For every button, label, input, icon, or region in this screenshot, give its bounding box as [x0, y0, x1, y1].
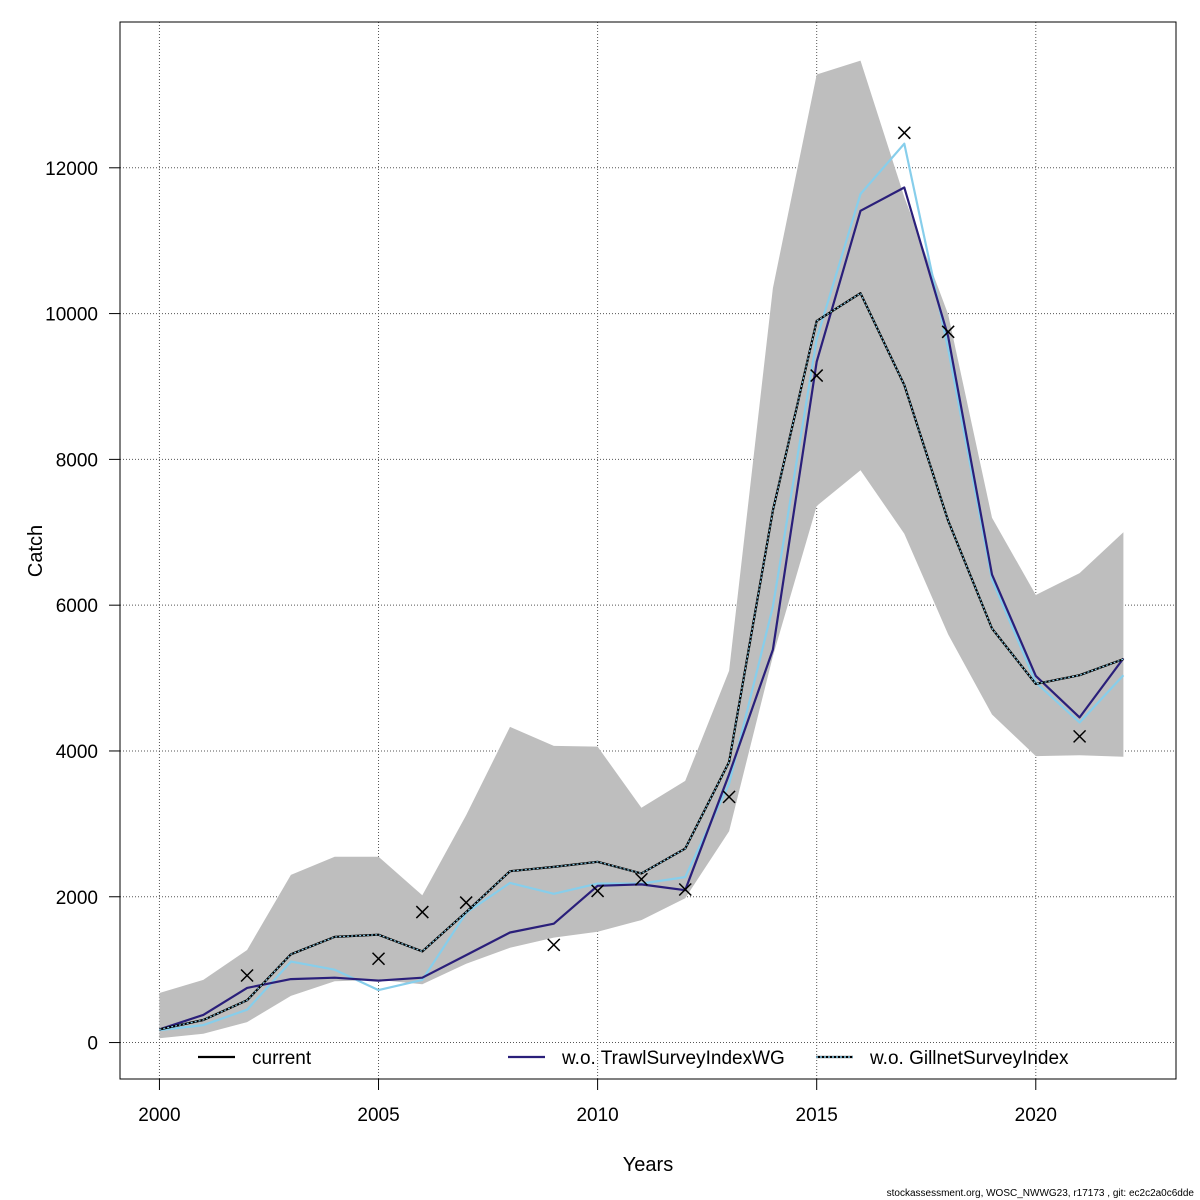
legend-label: w.o. TrawlSurveyIndexWG — [561, 1048, 785, 1069]
y-tick-label: 8000 — [56, 450, 98, 471]
observation-marker-stroke — [941, 325, 955, 339]
y-tick-label: 2000 — [56, 888, 98, 909]
y-axis: 0 2000 4000 6000 8000 10000 12000 — [45, 159, 121, 1055]
observation-point — [678, 882, 692, 896]
x-tick-label: 2010 — [576, 1105, 618, 1126]
observation-point — [810, 369, 824, 383]
x-axis-title: Years — [623, 1154, 673, 1176]
observation-marker-stroke — [371, 952, 386, 966]
footer-text: stockassessment.org, WOSC_NWWG23, r17173… — [887, 1188, 1195, 1199]
y-tick-label: 0 — [87, 1034, 98, 1055]
observation-point — [591, 884, 605, 898]
confidence-band — [159, 60, 1124, 1039]
observation-point — [547, 938, 561, 952]
series-lines — [159, 142, 1125, 1032]
observation-marker-stroke — [897, 126, 911, 140]
y-tick-label: 4000 — [56, 742, 98, 763]
observation-marker-stroke — [547, 938, 561, 952]
observation-marker-stroke — [810, 369, 824, 383]
legend-label: w.o. GillnetSurveyIndex — [869, 1048, 1069, 1069]
legend-item-current: current — [198, 1048, 312, 1069]
observation-marker-stroke — [415, 905, 429, 919]
observation-point — [459, 896, 473, 910]
observation-point — [897, 126, 911, 140]
observation-point — [941, 325, 955, 339]
series-line-w-o-trawlsurveyindexwg — [159, 186, 1125, 1031]
legend-item-w-o-trawlsurveyindexwg: w.o. TrawlSurveyIndexWG — [508, 1048, 785, 1069]
legend: current w.o. TrawlSurveyIndexWG w.o. Gilln… — [198, 1048, 1069, 1069]
x-tick-label: 2015 — [796, 1105, 838, 1126]
y-tick-label: 12000 — [45, 159, 98, 180]
observation-marker-stroke — [678, 882, 692, 896]
observation-point — [1073, 729, 1087, 743]
observation-marker-stroke — [591, 884, 605, 898]
observation-marker-stroke — [634, 872, 648, 886]
series-line-current — [159, 292, 1124, 1031]
observation-point — [634, 872, 648, 886]
observation-points — [240, 126, 1087, 983]
observation-point — [371, 952, 386, 966]
observation-marker-stroke — [240, 968, 254, 983]
x-axis: 2000 2005 2010 2015 2020 — [138, 1078, 1057, 1126]
observation-marker-stroke — [722, 790, 736, 804]
observation-marker-stroke — [459, 896, 473, 910]
legend-item-w-o-gillnetsurveyindex: w.o. GillnetSurveyIndex — [816, 1048, 1069, 1069]
y-axis-title: Catch — [25, 525, 47, 577]
observation-marker-stroke — [1073, 729, 1087, 743]
observation-point — [240, 968, 254, 983]
observation-point — [722, 790, 736, 804]
y-tick-label: 10000 — [45, 305, 98, 326]
legend-label: current — [252, 1048, 312, 1069]
x-tick-label: 2005 — [357, 1105, 399, 1126]
observation-point — [415, 905, 429, 919]
y-tick-label: 6000 — [56, 596, 98, 617]
confidence-band-group — [159, 60, 1124, 1039]
x-tick-label: 2020 — [1015, 1105, 1057, 1126]
x-tick-label: 2000 — [138, 1105, 180, 1126]
